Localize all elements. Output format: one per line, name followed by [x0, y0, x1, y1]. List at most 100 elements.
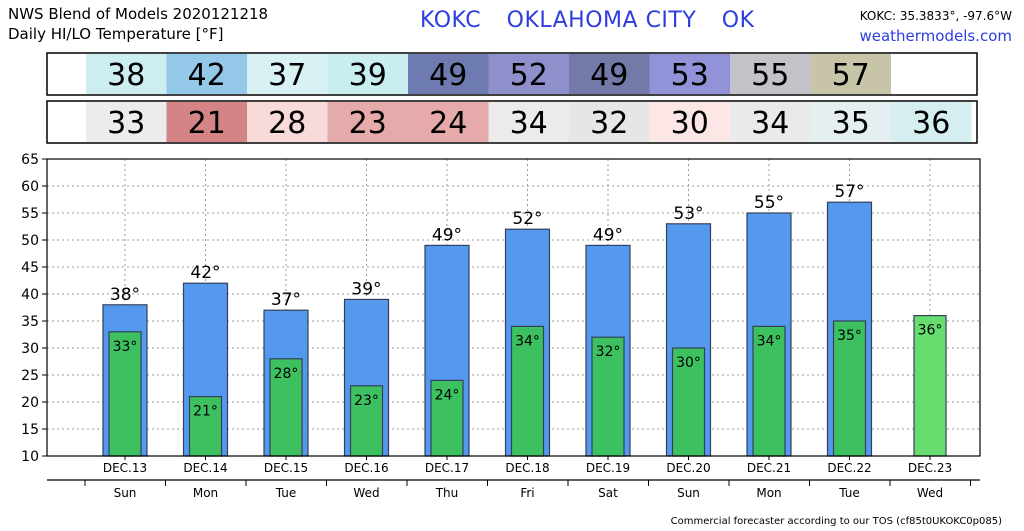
x-weekday-label: Sat	[598, 486, 618, 500]
high-temp-strip-cell	[327, 54, 408, 94]
x-weekday-label: Sun	[677, 486, 700, 500]
high-temp-strip-value: 55	[751, 58, 789, 93]
low-temp-strip-value: 34	[751, 106, 789, 141]
low-temp-bar	[430, 379, 464, 457]
high-temp-label: 53°	[673, 204, 703, 224]
low-temp-bar	[591, 336, 625, 457]
chart-subtitle: Daily HI/LO Temperature [°F]	[8, 25, 224, 43]
low-temp-label: 34°	[757, 333, 782, 349]
low-temp-label: 33°	[113, 339, 138, 355]
low-temp-strip-cell	[408, 102, 489, 142]
x-weekday-label: Mon	[193, 486, 218, 500]
y-tick-label: 15	[21, 422, 39, 438]
y-tick-label: 35	[21, 314, 39, 330]
x-weekday-label: Tue	[275, 486, 297, 500]
low-temp-bar	[671, 347, 706, 457]
x-date-label: DEC.23	[908, 461, 952, 475]
low-temp-label: 32°	[596, 344, 621, 360]
low-temp-strip-value: 24	[429, 106, 467, 141]
x-date-label: DEC.17	[425, 461, 469, 475]
low-temp-strip-cell	[86, 102, 167, 142]
low-temp-strip-value: 33	[107, 106, 145, 141]
header-info: KOKC: 35.3833°, -97.6°W weathermodels.co…	[859, 6, 1012, 46]
station-coordinates: KOKC: 35.3833°, -97.6°W	[859, 9, 1012, 23]
low-temp-label: 35°	[837, 328, 862, 344]
low-temp-label: 34°	[515, 333, 540, 349]
x-date-label: DEC.21	[747, 461, 791, 475]
high-temp-strip-value: 53	[671, 58, 709, 93]
high-temp-label: 57°	[834, 182, 864, 202]
low-temp-label: 23°	[354, 393, 379, 409]
y-tick-label: 45	[21, 260, 39, 276]
low-temp-strip-value: 36	[912, 106, 950, 141]
low-temp-bar	[832, 320, 867, 457]
y-tick-label: 40	[21, 287, 39, 303]
station-code: KOKC	[420, 8, 482, 33]
low-temp-strip-value: 23	[349, 106, 387, 141]
high-temp-strip-value: 49	[429, 58, 467, 93]
high-temp-label: 37°	[271, 290, 301, 310]
high-temp-strip-cell	[408, 54, 489, 94]
high-temp-label: 42°	[190, 263, 220, 283]
station-name: OKLAHOMA CITY	[506, 8, 697, 33]
low-temp-strip-cell	[488, 102, 569, 142]
high-temp-strip-cell	[730, 54, 811, 94]
low-temp-strip-value: 35	[832, 106, 870, 141]
low-temp-strip-cell	[649, 102, 730, 142]
low-temp-label: 28°	[274, 366, 299, 382]
low-temp-bar	[752, 325, 786, 457]
low-temp-strip-value: 32	[590, 106, 628, 141]
high-temp-strip-value: 38	[107, 58, 145, 93]
high-temp-label: 49°	[593, 225, 623, 245]
low-temp-bar	[269, 358, 303, 457]
x-weekday-label: Wed	[353, 486, 379, 500]
high-temp-strip-cell	[488, 54, 569, 94]
high-temp-strip-cell	[166, 54, 247, 94]
high-temp-label: 49°	[432, 225, 462, 245]
high-temp-strip-value: 42	[188, 58, 226, 93]
x-weekday-label: Mon	[756, 486, 781, 500]
high-temp-strip-value: 57	[832, 58, 870, 93]
high-temp-strip-cell	[86, 54, 167, 94]
y-tick-label: 30	[21, 341, 39, 357]
station-title: KOKC OKLAHOMA CITY OK	[420, 8, 773, 33]
header-title: NWS Blend of Models 2020121218 Daily HI/…	[8, 4, 268, 44]
x-date-label: DEC.20	[666, 461, 710, 475]
low-temp-bar	[108, 331, 142, 457]
site-link[interactable]: weathermodels.com	[859, 27, 1012, 45]
low-temp-label: 30°	[676, 355, 701, 371]
high-temp-label: 55°	[754, 193, 784, 213]
y-tick-label: 65	[21, 152, 39, 168]
high-temp-strip-cell	[247, 54, 328, 94]
y-tick-label: 25	[21, 368, 39, 384]
high-temp-label: 39°	[351, 279, 381, 299]
model-run-title: NWS Blend of Models 2020121218	[8, 5, 269, 23]
high-temp-strip-value: 49	[590, 58, 628, 93]
low-temp-strip-cell	[327, 102, 408, 142]
x-weekday-label: Thu	[435, 486, 459, 500]
low-temp-strip-cell	[891, 102, 972, 142]
low-temp-strip-value: 28	[268, 106, 306, 141]
high-temp-strip-cell	[649, 54, 730, 94]
x-date-label: DEC.13	[103, 461, 147, 475]
low-temp-strip-cell	[247, 102, 328, 142]
x-date-label: DEC.16	[344, 461, 388, 475]
low-temp-strip-value: 30	[671, 106, 709, 141]
low-temp-strip-cell	[730, 102, 811, 142]
high-temp-strip-cell	[810, 54, 891, 94]
plot-frame	[46, 158, 981, 457]
high-temp-strip-cell	[569, 54, 650, 94]
x-weekday-label: Tue	[838, 486, 860, 500]
x-date-label: DEC.14	[183, 461, 227, 475]
high-temp-label: 38°	[110, 285, 140, 305]
low-temp-strip-cell	[810, 102, 891, 142]
x-weekday-label: Sun	[114, 486, 137, 500]
low-temp-bar	[510, 325, 545, 457]
x-weekday-label: Fri	[520, 486, 534, 500]
x-weekday-label: Wed	[917, 486, 943, 500]
low-temp-label: 36°	[918, 323, 943, 339]
low-temp-label: 24°	[435, 387, 460, 403]
y-tick-label: 20	[21, 395, 39, 411]
y-tick-label: 55	[21, 206, 39, 222]
